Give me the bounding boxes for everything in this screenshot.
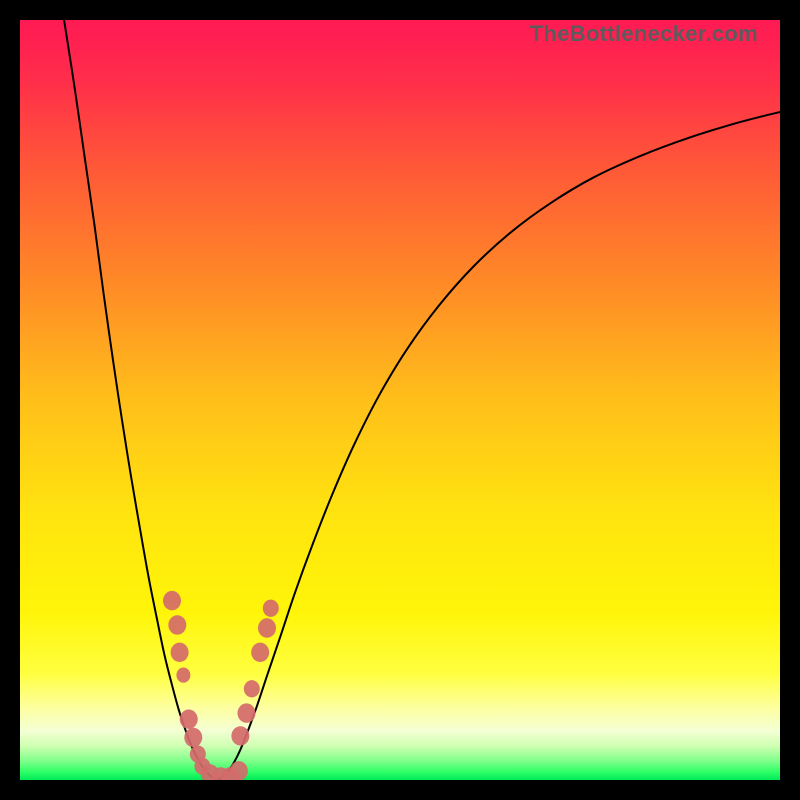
marker-point [263, 600, 279, 617]
marker-point [251, 643, 269, 662]
marker-point [244, 680, 260, 697]
marker-point [231, 726, 249, 745]
chart-background [20, 20, 780, 780]
marker-point [171, 643, 189, 662]
marker-point [176, 668, 190, 683]
marker-point [258, 618, 276, 637]
marker-point [163, 591, 181, 610]
marker-point [237, 703, 255, 722]
marker-point [184, 728, 202, 747]
marker-point [168, 615, 186, 634]
watermark-text: TheBottlenecker.com [530, 21, 758, 47]
marker-point [230, 761, 248, 780]
plot-area [20, 20, 780, 780]
plot-svg [20, 20, 780, 780]
chart-frame: TheBottlenecker.com [0, 0, 800, 800]
marker-point [180, 709, 198, 728]
